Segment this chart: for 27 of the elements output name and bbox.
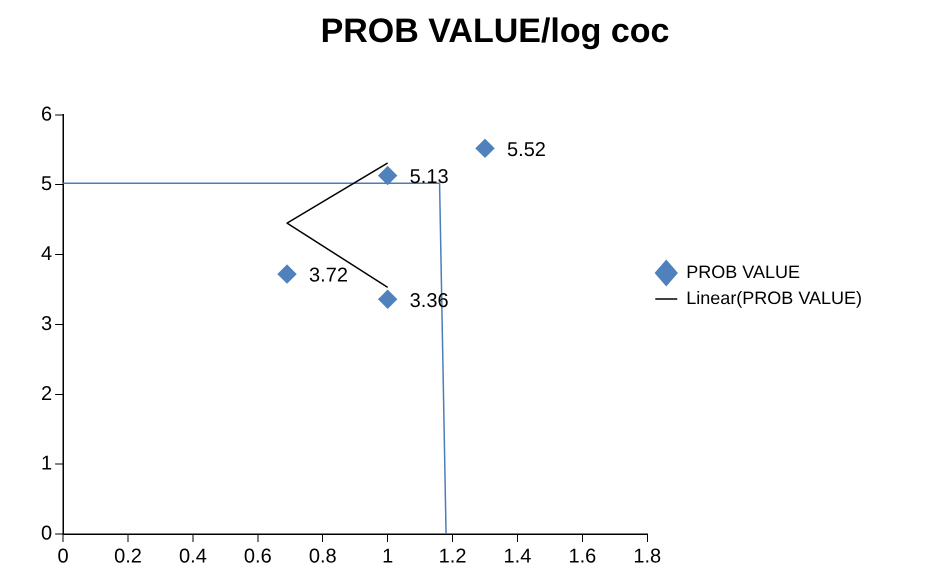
y-tick-label: 2	[41, 382, 52, 405]
x-tick-label: 0.2	[114, 546, 142, 568]
data-label: 3.72	[309, 264, 348, 287]
x-tick-label: 0	[58, 546, 69, 568]
data-label: 5.52	[507, 138, 546, 161]
x-tick-label: 1	[382, 546, 394, 568]
x-tick-label: 0.8	[308, 546, 337, 568]
legend-label: PROB VALUE	[686, 262, 800, 282]
data-label: 5.13	[410, 166, 449, 188]
point	[476, 138, 495, 158]
x-tick-label: 0.4	[179, 546, 207, 568]
y-tick-label: 0	[41, 522, 52, 545]
chart-title: PROB VALUE/log coc	[320, 12, 670, 50]
y-tick-label: 3	[41, 312, 52, 335]
point	[378, 166, 398, 186]
y-tick-label: 4	[41, 243, 52, 266]
y-tick-label: 6	[41, 103, 52, 126]
x-tick-label: 1.6	[568, 546, 596, 568]
x-tick-label: 1.8	[633, 546, 662, 568]
y-tick-label: 5	[41, 173, 52, 196]
legend-label: Linear(PROB VALUE)	[686, 288, 862, 308]
point	[378, 290, 398, 309]
x-tick-label: 0.6	[244, 546, 272, 568]
x-tick-label: 1.2	[438, 546, 466, 568]
point	[278, 264, 297, 284]
x-tick-label: 1.4	[504, 546, 532, 568]
y-tick-label: 1	[41, 452, 52, 475]
